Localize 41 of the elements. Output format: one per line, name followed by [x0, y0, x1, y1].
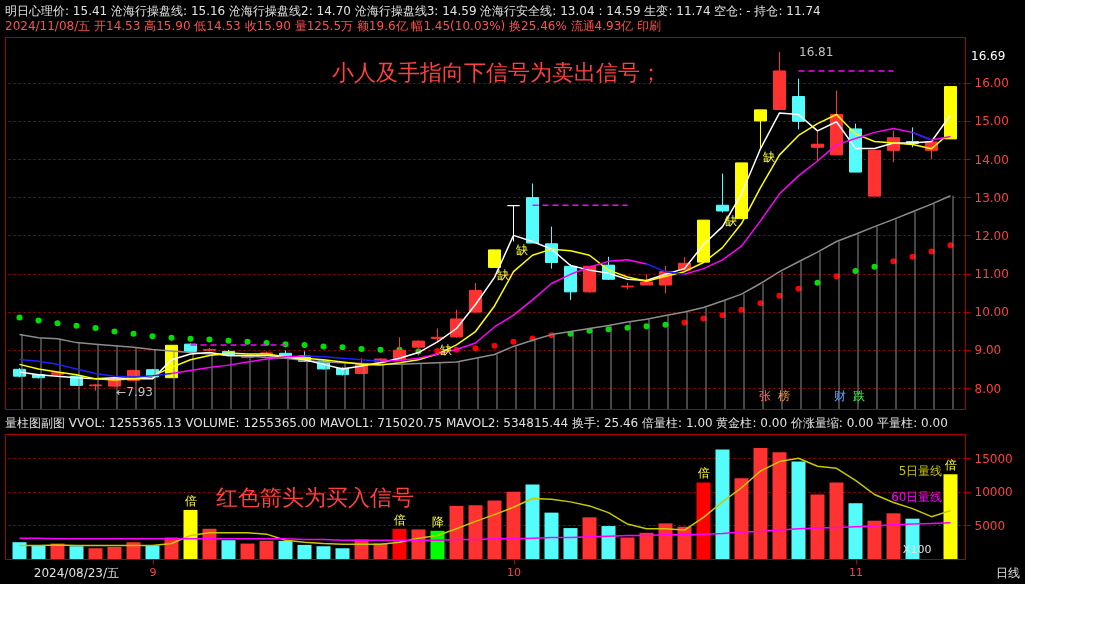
y-tick-label: 10.00	[974, 305, 1009, 320]
annotation: 跌	[853, 388, 866, 403]
y-tick-label: 13.00	[974, 190, 1009, 205]
data-label: 降	[431, 514, 444, 529]
annotation: ←7.93	[116, 385, 153, 400]
y-tick-label: 15000	[974, 451, 1013, 466]
text: 日线	[996, 565, 1021, 580]
annotation: 财	[834, 388, 847, 403]
y-tick-label: 9.00	[974, 343, 1002, 358]
data-label: 倍	[393, 512, 406, 527]
y-tick-label: 15.00	[974, 114, 1009, 129]
annotation: 16.81	[799, 44, 834, 59]
data-label: 倍	[184, 493, 197, 508]
chart-title: 明日心理价: 15.41 沧海行操盘线: 15.16 沧海行操盘线2: 14.70 沧海行操盘线3: 14.59 沧海行安全线: 13.04 : 14.59 生变: 11.74 空仓: - 持仓: 11.74	[5, 4, 821, 18]
x-tick-label: 10	[507, 565, 521, 579]
y-tick-label: 5000	[974, 518, 1006, 533]
annotation: 小人及手指向下信号为卖出信号；	[331, 59, 662, 85]
text: 5日量线	[898, 463, 943, 478]
y-tick-label: 16.00	[974, 76, 1009, 91]
text: 缺	[496, 268, 509, 283]
chart-subtitle: 2024/11/08/五 开14.53 高15.90 低14.53 收15.90 量125.5万 额19.6亿 幅1.45(10.03%) 换25.46% 流通4.93亿 印刷	[5, 19, 662, 33]
text: 2024/08/23/五	[33, 565, 120, 580]
chart-title: 量柱图副图 VVOL: 1255365.13 VOLUME: 1255365.00 MAVOL1: 715020.75 MAVOL2: 534815.44 换手: 25.46 倍量柱: 1.00 黄金柱: 0.00 价涨量缩: 0.00 平量柱: 0.00	[5, 416, 948, 430]
text: 缺	[762, 149, 775, 164]
y-tick-label: 8.00	[974, 381, 1002, 396]
text: 缺	[724, 213, 737, 228]
annotation: 榜	[777, 388, 790, 403]
annotation: X100	[902, 543, 932, 557]
x-tick-label: 9	[149, 565, 157, 579]
annotation: 红色箭头为买入信号	[216, 484, 415, 510]
y-tick-label: 14.00	[974, 152, 1009, 167]
data-label: 倍	[697, 466, 710, 481]
text: 16.69	[971, 49, 1006, 64]
y-tick-label: 11.00	[974, 267, 1009, 282]
annotation: 张	[759, 388, 772, 403]
text: 缺	[515, 242, 528, 257]
x-tick-label: 11	[849, 565, 863, 579]
y-tick-label: 10000	[974, 485, 1013, 500]
y-tick-label: 12.00	[974, 228, 1009, 243]
data-label: 倍	[944, 458, 957, 473]
series-label: 60日量线	[891, 489, 943, 504]
